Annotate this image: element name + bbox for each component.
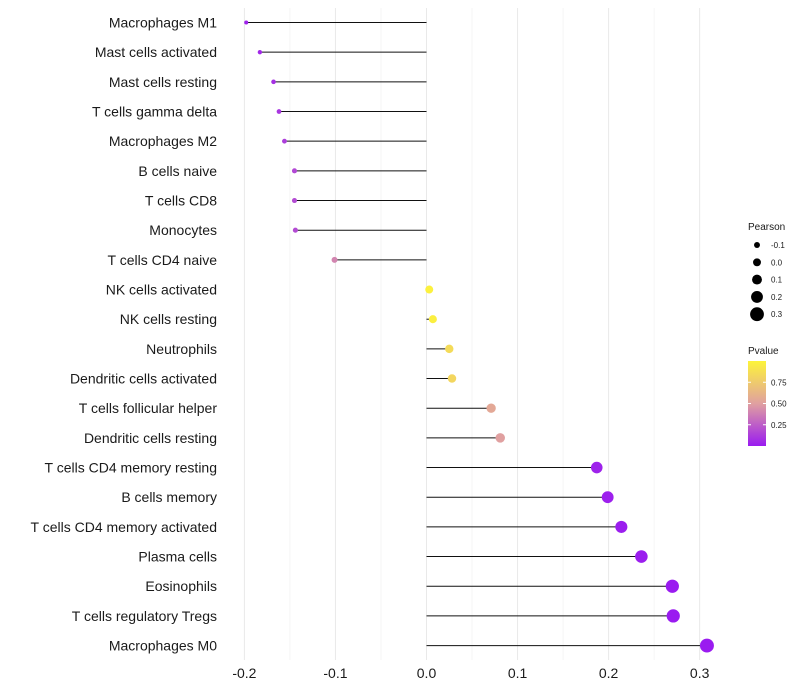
lollipop-dots	[244, 20, 714, 653]
x-tick-label: -0.1	[323, 665, 347, 681]
category-label: Dendritic cells resting	[84, 430, 217, 446]
lollipop-dot	[601, 491, 614, 504]
size-legend-label: 0.1	[771, 276, 783, 285]
size-legend-label: 0.2	[771, 293, 783, 302]
category-label: Neutrophils	[146, 341, 217, 357]
category-label: Monocytes	[149, 222, 217, 238]
x-tick-label: 0.1	[508, 665, 528, 681]
lollipop-dot	[425, 285, 434, 294]
size-legend-label: 0.0	[771, 258, 783, 267]
category-label: T cells CD8	[145, 193, 217, 209]
category-labels: Macrophages M1 Mast cells activated Mast c…	[31, 15, 218, 654]
category-label: T cells follicular helper	[79, 400, 218, 416]
category-label: Macrophages M1	[109, 15, 217, 31]
x-tick-label: -0.2	[232, 665, 256, 681]
category-label: Eosinophils	[145, 578, 217, 594]
category-label: T cells CD4 memory resting	[45, 460, 217, 476]
colorbar-label: 0.75	[771, 378, 787, 387]
size-legend-key	[750, 307, 764, 322]
category-label: Mast cells resting	[109, 74, 217, 90]
lollipop-dot	[291, 168, 298, 174]
lollipop-dot	[495, 433, 506, 443]
lollipop-dot	[445, 344, 454, 354]
category-label: Macrophages M0	[109, 638, 217, 654]
size-legend-title: Pearson	[748, 222, 785, 233]
size-legend-label: -0.1	[771, 241, 785, 250]
category-label: NK cells resting	[120, 311, 217, 327]
grid-lines	[243, 8, 701, 660]
category-label: Macrophages M2	[109, 133, 217, 149]
lollipop-dot	[271, 79, 276, 85]
lollipop-dot	[447, 374, 457, 383]
category-label: T cells regulatory Tregs	[72, 608, 217, 624]
category-label: Dendritic cells activated	[70, 371, 217, 387]
legends: Pearson Pvalue -0.1 0.0 0.1 0.2 0.3 0.25 0.50 0…	[748, 222, 787, 446]
pvalue-colorbar	[748, 361, 766, 446]
category-label: NK cells activated	[106, 282, 217, 298]
size-legend-key	[751, 290, 763, 303]
lollipop-dot	[428, 315, 437, 324]
category-label: B cells memory	[121, 489, 217, 505]
category-label: T cells CD4 naive	[108, 252, 218, 268]
category-label: Plasma cells	[138, 549, 217, 565]
lollipop-dot	[331, 256, 338, 263]
size-legend-key	[752, 274, 762, 285]
category-label: B cells naive	[138, 163, 217, 179]
x-axis-tick-labels: -0.2 -0.1 0.0 0.1 0.2 0.3	[232, 665, 709, 681]
lollipop-dot	[292, 227, 298, 233]
lollipop-dot	[244, 20, 249, 25]
category-label: Mast cells activated	[95, 44, 217, 60]
size-legend-key	[753, 258, 761, 267]
colorbar-label: 0.50	[771, 400, 787, 409]
color-legend-title: Pvalue	[748, 346, 779, 357]
lollipop-dot	[291, 197, 298, 204]
lollipop-dot	[665, 579, 679, 593]
category-label: T cells gamma delta	[92, 104, 217, 120]
x-tick-label: 0.0	[417, 665, 437, 681]
size-legend-key	[754, 242, 760, 248]
category-label: T cells CD4 memory activated	[31, 519, 217, 535]
lollipop-dot	[615, 520, 628, 533]
lollipop-dot	[666, 609, 680, 623]
lollipop-dot	[699, 638, 714, 653]
x-tick-label: 0.3	[690, 665, 710, 681]
size-legend-label: 0.3	[771, 310, 783, 319]
lollipop-dot	[590, 461, 603, 474]
lollipop-dot	[282, 138, 287, 144]
lollipop-dot	[257, 50, 263, 55]
lollipop-dot	[486, 403, 496, 413]
lollipop-dot	[276, 109, 282, 114]
colorbar-label: 0.25	[771, 421, 787, 430]
lollipop-dot	[635, 550, 648, 563]
x-tick-label: 0.2	[599, 665, 619, 681]
